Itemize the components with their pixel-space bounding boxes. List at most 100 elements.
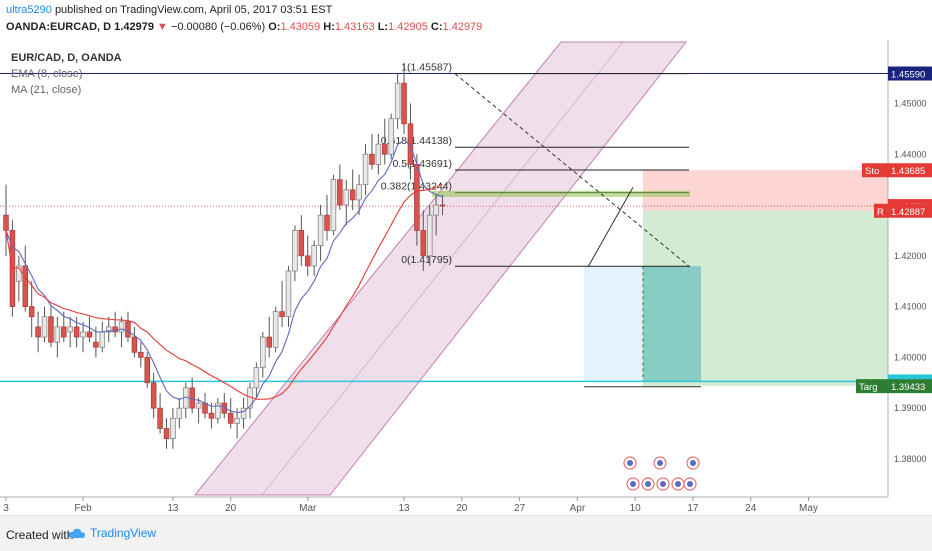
- last-price: 1.42979: [114, 21, 154, 33]
- ma-line: [5, 183, 443, 400]
- candle-body: [401, 82, 407, 125]
- price-tag-label: 1.45590: [891, 70, 925, 81]
- candle-body: [157, 407, 163, 429]
- time-tick-label: Feb: [74, 503, 92, 514]
- price-tag-badge-label: R: [877, 207, 884, 218]
- time-tick-label: Apr: [570, 503, 586, 514]
- candle-body: [28, 306, 35, 318]
- candle-body: [227, 412, 234, 424]
- candle-body: [86, 331, 93, 338]
- candle-body: [67, 326, 73, 333]
- time-tick-label: 27: [514, 503, 526, 514]
- legend-ema[interactable]: EMA (8, close): [11, 68, 83, 80]
- time-tick-label: 10: [630, 503, 642, 514]
- plot-background: [0, 40, 888, 497]
- fib-highlight-band: [432, 190, 690, 197]
- price-tag-label: 1.42887: [891, 207, 925, 218]
- channel-midline: [261, 41, 624, 496]
- tradingview-brand[interactable]: TradingView: [68, 525, 156, 540]
- chart-legend: EUR/CAD, D, OANDA EMA (8, close) MA (21,…: [11, 50, 122, 98]
- price-tag: [888, 163, 932, 178]
- candle-body: [80, 331, 86, 338]
- candle-body: [215, 402, 221, 419]
- candle-body: [394, 82, 401, 120]
- candle-body: [272, 311, 279, 348]
- author-link[interactable]: ultra5290: [6, 4, 52, 16]
- fib-level-label: 0(1.41795): [401, 254, 452, 266]
- time-tick-label: 24: [745, 503, 757, 514]
- price-tick-label: 1.45000: [894, 98, 927, 108]
- price-tag: [888, 379, 932, 394]
- legend-title: EUR/CAD, D, OANDA: [11, 52, 122, 64]
- candle-body: [279, 311, 285, 318]
- price-tag-label: 1.39433: [891, 382, 925, 393]
- candle-body: [118, 321, 125, 333]
- candle-body: [356, 184, 362, 201]
- candle-body: [330, 179, 337, 231]
- candle-body: [112, 326, 118, 333]
- time-tick-label: 3: [3, 503, 9, 514]
- price-tag-badge-label: Targ: [859, 382, 877, 393]
- high-label: H:: [323, 21, 335, 33]
- target-zone: [643, 210, 888, 387]
- event-marker-dot: [645, 481, 651, 487]
- candle-body: [433, 204, 439, 216]
- time-tick-label: 13: [167, 503, 179, 514]
- candle-body: [337, 179, 343, 206]
- price-tag: [888, 203, 932, 218]
- price-tick-label: 1.40000: [894, 352, 927, 362]
- candle-body: [195, 402, 202, 409]
- price-tick-label: 1.41000: [894, 302, 927, 312]
- price-tick-label: 1.42000: [894, 251, 927, 261]
- event-marker-dot: [675, 481, 681, 487]
- event-marker-dot: [690, 460, 696, 466]
- candle-body: [22, 265, 29, 307]
- fib-level-label: 0.5(1.43691): [392, 158, 452, 170]
- candle-body: [163, 428, 170, 439]
- candle-body: [208, 412, 215, 419]
- candle-body: [349, 189, 356, 201]
- event-marker-dot: [630, 481, 636, 487]
- candle-body: [16, 265, 22, 282]
- trend-dashed-line: [454, 73, 691, 268]
- candle-body: [240, 407, 247, 419]
- chart-area[interactable]: 1(1.45587)0.618(1.44138)0.5(1.43691)0.38…: [0, 40, 932, 515]
- candle-body: [369, 153, 375, 165]
- time-tick-label: 20: [225, 503, 237, 514]
- stop-zone: [643, 170, 888, 211]
- time-tick-label: Mar: [299, 503, 317, 514]
- candle-body: [298, 230, 305, 257]
- price-tag: [888, 66, 932, 81]
- candle-body: [420, 230, 427, 257]
- close-value: 1.42979: [442, 21, 483, 33]
- candle-body: [304, 255, 311, 267]
- price-tag-badge: [862, 163, 888, 178]
- event-marker-dot: [687, 481, 693, 487]
- price-chart[interactable]: 1(1.45587)0.618(1.44138)0.5(1.43691)0.38…: [0, 40, 932, 515]
- candle-body: [144, 357, 150, 384]
- candle-body: [375, 143, 382, 165]
- candle-body: [253, 367, 260, 389]
- low-label: L:: [377, 21, 389, 33]
- candle-body: [260, 336, 266, 368]
- publish-line: ultra5290 published on TradingView.com, …: [6, 4, 332, 16]
- price-tick-label: 1.38000: [894, 454, 927, 464]
- candle-body: [54, 326, 61, 343]
- rising-trend-line: [587, 187, 634, 268]
- candle-body: [138, 351, 144, 358]
- candle-body: [99, 331, 106, 348]
- candle-body: [35, 326, 41, 338]
- legend-ma[interactable]: MA (21, close): [11, 84, 82, 96]
- fib-level-label: 1(1.45587): [401, 62, 452, 74]
- ema-line: [5, 139, 443, 414]
- candle-body: [73, 326, 80, 338]
- price-tag-badge: [874, 203, 888, 218]
- candle-body: [439, 204, 446, 207]
- candle-body: [292, 230, 298, 272]
- down-arrow-icon: ▼: [157, 21, 168, 33]
- candle-body: [311, 245, 317, 267]
- candle-body: [189, 387, 195, 409]
- change-value: −0.00080 (−0.06%): [170, 21, 266, 33]
- time-tick-label: 13: [398, 503, 410, 514]
- time-tick-label: 20: [456, 503, 468, 514]
